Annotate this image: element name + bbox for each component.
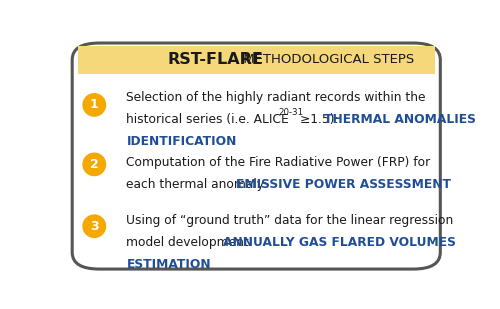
Text: IDENTIFICATION: IDENTIFICATION — [126, 135, 237, 148]
Ellipse shape — [83, 153, 106, 176]
Text: EMISSIVE POWER ASSESSMENT: EMISSIVE POWER ASSESSMENT — [236, 178, 450, 191]
Text: METHODOLOGICAL STEPS: METHODOLOGICAL STEPS — [239, 53, 414, 66]
Ellipse shape — [83, 215, 106, 237]
Text: 20-31: 20-31 — [278, 108, 303, 117]
FancyBboxPatch shape — [78, 46, 434, 74]
FancyBboxPatch shape — [72, 43, 440, 269]
Text: 2: 2 — [90, 158, 98, 171]
Text: model development:: model development: — [126, 236, 257, 249]
Text: Using of “ground truth” data for the linear regression: Using of “ground truth” data for the lin… — [126, 214, 454, 226]
Text: ESTIMATION: ESTIMATION — [126, 258, 211, 271]
Text: Computation of the Fire Radiative Power (FRP) for: Computation of the Fire Radiative Power … — [126, 156, 430, 169]
Text: historical series (i.e. ALICE: historical series (i.e. ALICE — [126, 113, 289, 126]
Text: 1: 1 — [90, 98, 98, 111]
Text: ≥1.5):: ≥1.5): — [300, 113, 343, 126]
Text: THERMAL ANOMALIES: THERMAL ANOMALIES — [324, 113, 476, 126]
Ellipse shape — [83, 94, 106, 116]
Text: ANNUALLY GAS FLARED VOLUMES: ANNUALLY GAS FLARED VOLUMES — [222, 236, 456, 249]
Text: 3: 3 — [90, 220, 98, 233]
Text: Selection of the highly radiant records within the: Selection of the highly radiant records … — [126, 91, 426, 104]
Text: each thermal anomaly:: each thermal anomaly: — [126, 178, 272, 191]
Text: RST-FLARE: RST-FLARE — [168, 52, 264, 67]
